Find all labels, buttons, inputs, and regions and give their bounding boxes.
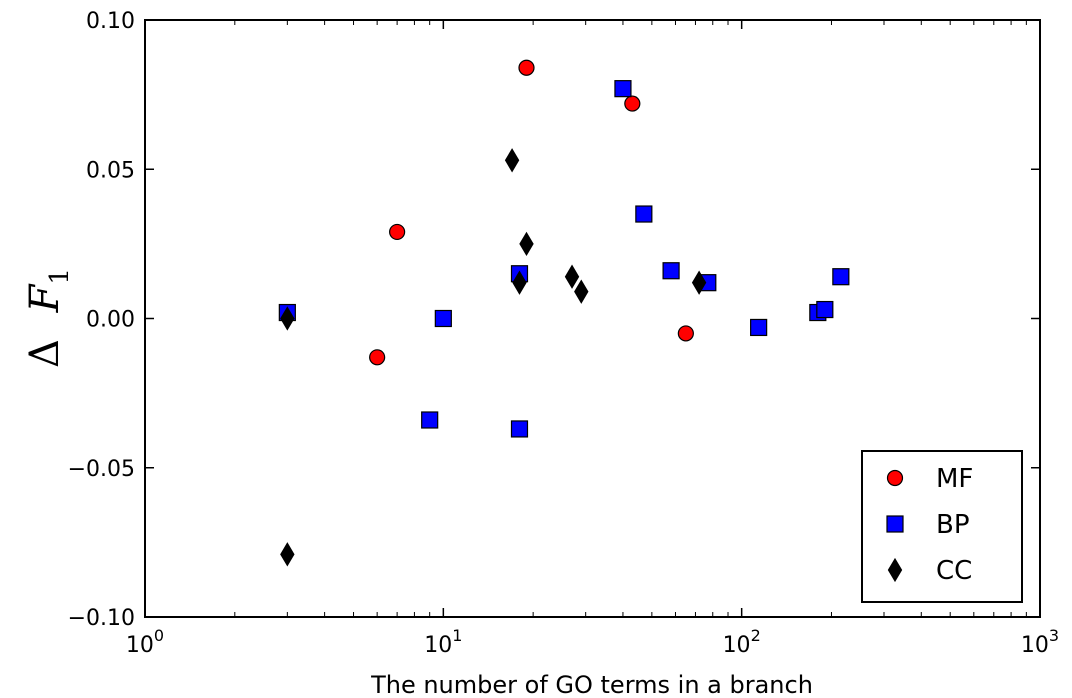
- legend-label-cc: CC: [936, 556, 972, 586]
- data-point-cc: [691, 270, 707, 295]
- y-axis-label-delta: Δ: [22, 339, 68, 368]
- y-tick-label: −0.10: [68, 606, 135, 631]
- y-axis-label: Δ F1: [22, 268, 75, 368]
- data-point-bp: [750, 318, 768, 337]
- y-axis-label-f: F: [22, 283, 68, 313]
- data-point-bp: [816, 300, 834, 319]
- data-point-bp: [635, 205, 653, 223]
- legend-label-mf: MF: [936, 464, 973, 494]
- svg-text:Δ F1: Δ F1: [22, 268, 75, 368]
- data-point-cc: [519, 231, 534, 257]
- data-point-mf: [369, 349, 386, 366]
- data-point-bp: [421, 411, 439, 429]
- y-tick-label: 0.10: [86, 9, 135, 34]
- data-point-bp: [832, 268, 850, 286]
- data-point-cc: [574, 279, 589, 304]
- legend-marker-bp: [886, 515, 904, 533]
- data-point-cc: [504, 148, 520, 173]
- points-layer: [278, 59, 850, 567]
- data-point-cc: [280, 542, 295, 567]
- y-axis-label-sub: 1: [45, 268, 75, 285]
- x-tick-label: 100: [126, 626, 164, 658]
- y-tick-label: 0.05: [86, 158, 135, 183]
- x-tick-label: 101: [424, 626, 462, 658]
- plot-frame: [144, 19, 1041, 618]
- data-point-mf: [518, 59, 535, 76]
- legend: MF BP CC: [861, 450, 1023, 603]
- data-point-bp: [614, 80, 632, 98]
- legend-marker-mf: [886, 469, 904, 487]
- data-point-mf: [624, 95, 641, 112]
- x-tick-label: 103: [1021, 626, 1059, 658]
- y-tick-label: 0.00: [86, 308, 135, 333]
- data-point-cc: [280, 306, 295, 331]
- data-point-cc: [564, 264, 580, 289]
- legend-label-bp: BP: [936, 510, 970, 540]
- data-point-mf: [677, 325, 694, 342]
- data-point-bp: [510, 420, 529, 438]
- data-point-cc: [512, 270, 527, 295]
- x-tick-label: 102: [723, 626, 761, 658]
- data-point-mf: [389, 223, 406, 241]
- y-tick-label: −0.05: [68, 457, 135, 482]
- ticks-layer: −0.10 −0.05 0.00 0.05 0.10 100 101 102 103: [68, 9, 1060, 658]
- data-point-bp: [662, 262, 680, 280]
- data-point-bp: [434, 309, 452, 328]
- legend-marker-cc: [887, 557, 903, 583]
- x-axis-label: The number of GO terms in a branch: [370, 671, 813, 698]
